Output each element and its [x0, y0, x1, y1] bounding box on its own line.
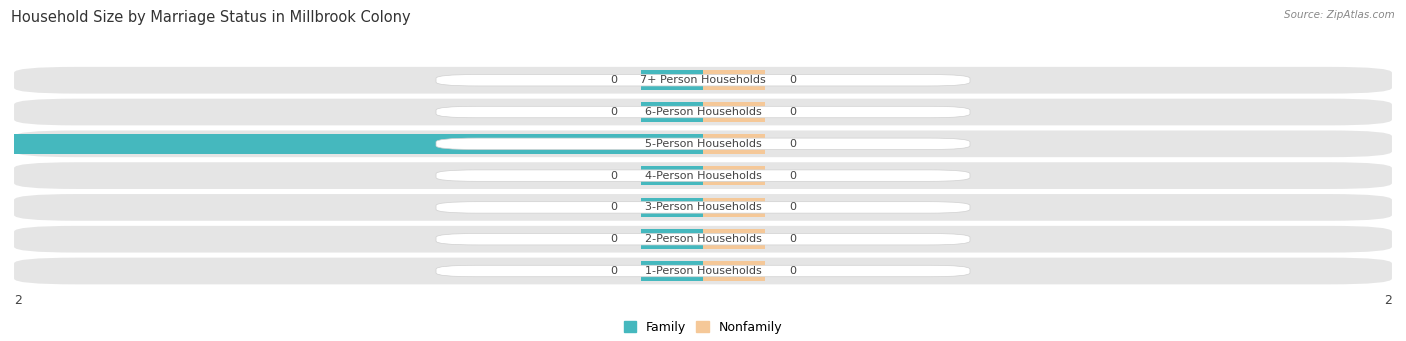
Bar	[641, 70, 703, 90]
FancyBboxPatch shape	[436, 138, 970, 150]
Text: 5-Person Households: 5-Person Households	[644, 139, 762, 149]
Text: 0: 0	[789, 75, 796, 85]
Bar	[641, 229, 703, 249]
Bar	[641, 197, 703, 217]
Bar	[703, 197, 765, 217]
Text: 0: 0	[610, 107, 617, 117]
Text: 0: 0	[789, 170, 796, 181]
FancyBboxPatch shape	[436, 106, 970, 118]
Bar	[703, 166, 765, 186]
FancyBboxPatch shape	[14, 67, 1392, 93]
Text: 1-Person Households: 1-Person Households	[644, 266, 762, 276]
Bar	[703, 102, 765, 122]
Text: 0: 0	[789, 234, 796, 244]
Bar	[703, 229, 765, 249]
Text: 0: 0	[789, 107, 796, 117]
Text: 0: 0	[789, 203, 796, 212]
FancyBboxPatch shape	[436, 265, 970, 277]
FancyBboxPatch shape	[14, 162, 1392, 189]
Legend: Family, Nonfamily: Family, Nonfamily	[619, 316, 787, 339]
Text: 2-Person Households: 2-Person Households	[644, 234, 762, 244]
Text: 0: 0	[610, 234, 617, 244]
Text: 2: 2	[14, 294, 22, 307]
Bar	[703, 261, 765, 281]
Bar	[641, 166, 703, 186]
FancyBboxPatch shape	[14, 194, 1392, 221]
FancyBboxPatch shape	[436, 74, 970, 86]
FancyBboxPatch shape	[436, 234, 970, 245]
Text: 0: 0	[610, 266, 617, 276]
Bar	[703, 70, 765, 90]
FancyBboxPatch shape	[14, 99, 1392, 125]
FancyBboxPatch shape	[14, 258, 1392, 284]
FancyBboxPatch shape	[436, 170, 970, 181]
Text: 0: 0	[610, 170, 617, 181]
Text: 4-Person Households: 4-Person Households	[644, 170, 762, 181]
Text: Household Size by Marriage Status in Millbrook Colony: Household Size by Marriage Status in Mil…	[11, 10, 411, 25]
Bar	[641, 261, 703, 281]
Bar	[641, 102, 703, 122]
Text: 3-Person Households: 3-Person Households	[644, 203, 762, 212]
Text: 0: 0	[610, 203, 617, 212]
Text: 0: 0	[789, 139, 796, 149]
Text: Source: ZipAtlas.com: Source: ZipAtlas.com	[1284, 10, 1395, 20]
Text: 6-Person Households: 6-Person Households	[644, 107, 762, 117]
Text: 2: 2	[1384, 294, 1392, 307]
Bar	[703, 134, 765, 154]
FancyBboxPatch shape	[436, 202, 970, 213]
Text: 0: 0	[610, 75, 617, 85]
Bar	[14, 134, 703, 154]
Text: 7+ Person Households: 7+ Person Households	[640, 75, 766, 85]
FancyBboxPatch shape	[14, 131, 1392, 157]
Text: 0: 0	[789, 266, 796, 276]
FancyBboxPatch shape	[14, 226, 1392, 253]
